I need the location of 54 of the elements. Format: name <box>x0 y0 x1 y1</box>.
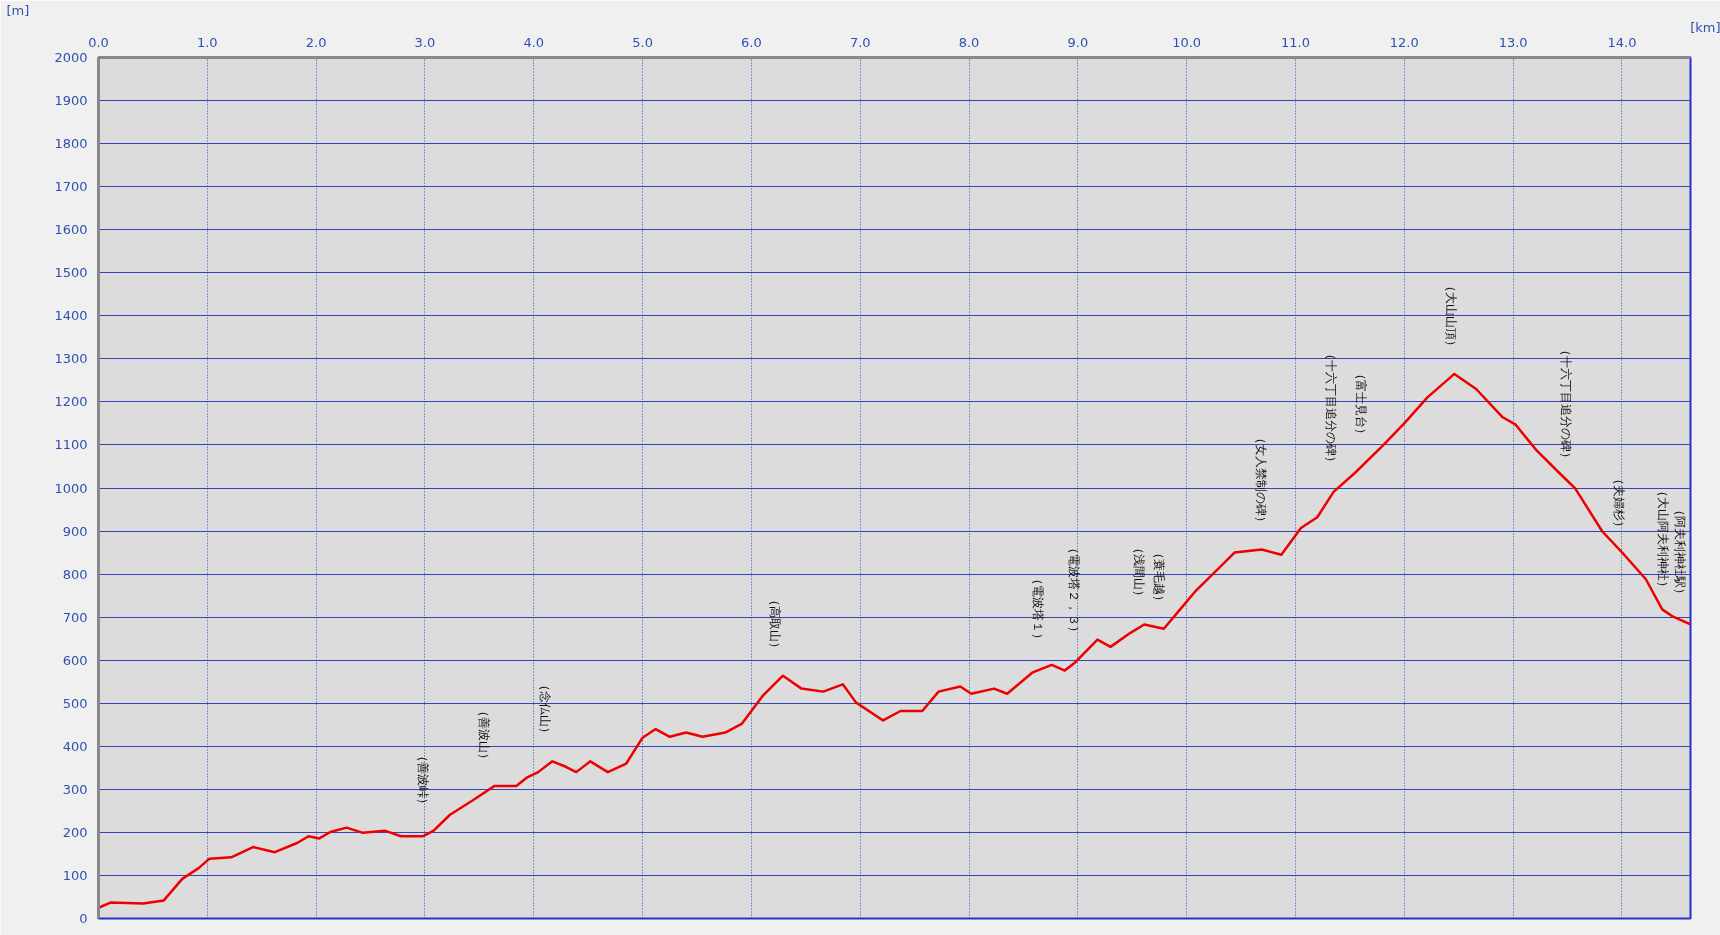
x-tick-label: 5.0 <box>632 34 653 50</box>
y-tick-label: 1500 <box>54 265 88 281</box>
x-tick-label: 11.0 <box>1281 34 1310 50</box>
annotation: （電波塔２，３） <box>1067 542 1082 639</box>
x-tick-label: 1.0 <box>196 34 218 50</box>
y-tick-label: 400 <box>62 738 88 754</box>
x-tick-label: 6.0 <box>741 34 762 50</box>
annotation: （阿夫利神社駅） <box>1673 504 1688 601</box>
x-tick-label: 2.0 <box>305 34 327 50</box>
y-tick-label: 300 <box>62 781 88 797</box>
x-axis-title: [km] <box>1690 19 1720 35</box>
x-tick-label: 10.0 <box>1172 34 1202 50</box>
y-tick-label: 700 <box>62 609 88 625</box>
y-tick-label: 1300 <box>54 351 88 367</box>
x-tick-label: 12.0 <box>1389 34 1419 50</box>
annotation: （善波峠） <box>416 750 431 811</box>
annotation: （女人禁制の碑） <box>1254 431 1269 528</box>
x-tick-label: 13.0 <box>1498 34 1528 50</box>
y-tick-label: 1900 <box>54 93 88 109</box>
annotation: （善波山） <box>477 705 492 766</box>
y-tick-label: 1000 <box>54 480 88 496</box>
x-tick-label: 14.0 <box>1607 34 1637 50</box>
x-tick-label: 8.0 <box>958 34 980 50</box>
y-tick-label: 600 <box>62 652 88 668</box>
y-axis-title: [m] <box>6 2 30 18</box>
annotation: （大山山頂） <box>1443 279 1458 352</box>
annotation: （念仏山） <box>538 679 553 740</box>
y-tick-label: 1400 <box>54 308 88 324</box>
x-tick-label: 0.0 <box>88 34 109 50</box>
y-tick-label: 1600 <box>54 222 88 238</box>
annotation: （大山阿夫利神社） <box>1655 485 1670 593</box>
x-tick-label: 9.0 <box>1067 34 1089 50</box>
y-tick-label: 0 <box>79 911 88 926</box>
annotation: （夫婦杉） <box>1612 472 1627 533</box>
annotation: （浅間山） <box>1132 542 1147 603</box>
y-tick-label: 200 <box>62 824 88 840</box>
annotation: （蓑毛越） <box>1151 546 1166 607</box>
y-tick-label: 100 <box>62 867 88 883</box>
x-tick-label: 7.0 <box>849 34 871 50</box>
annotation: （十六丁目追分の碑） <box>1558 343 1573 464</box>
y-tick-label: 500 <box>62 695 88 711</box>
y-tick-label: 2000 <box>54 50 88 65</box>
annotation: （電波塔１） <box>1031 572 1046 645</box>
y-tick-label: 900 <box>62 523 88 539</box>
y-tick-label: 1100 <box>54 437 88 453</box>
y-tick-label: 1200 <box>54 394 88 410</box>
annotation: （高取山） <box>767 593 782 654</box>
y-tick-label: 1700 <box>54 179 88 195</box>
x-tick-label: 3.0 <box>414 34 436 50</box>
x-tick-label: 4.0 <box>523 34 545 50</box>
y-tick-label: 800 <box>62 566 88 582</box>
annotation: （富士見台） <box>1354 368 1369 441</box>
annotation: （十六丁目追分の碑） <box>1323 348 1338 469</box>
y-tick-label: 1800 <box>54 136 88 152</box>
